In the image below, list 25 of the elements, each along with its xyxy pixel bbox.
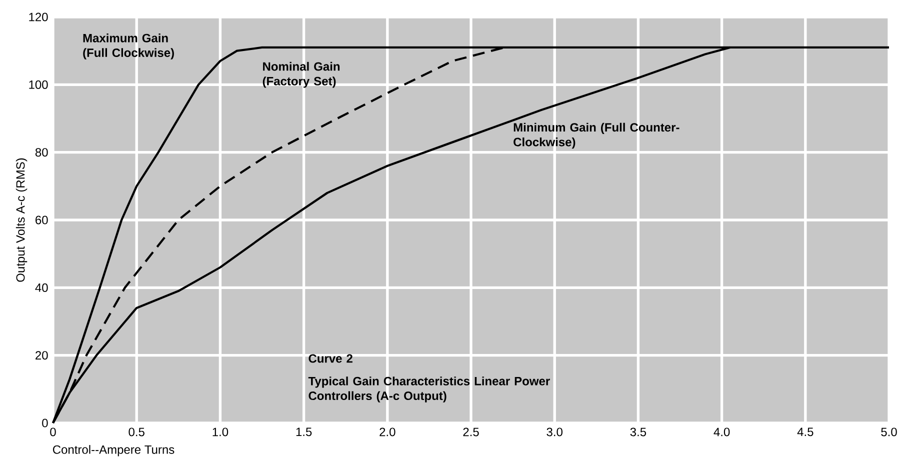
annotation: Typical Gain Characteristics Linear Power Controllers (A-c Output) (308, 376, 550, 402)
x-tick-label: 4.5 (797, 428, 814, 436)
y-tick-label: 20 (36, 351, 48, 360)
annotation: Curve 2 (308, 354, 352, 363)
x-tick-label: 3.5 (630, 428, 646, 436)
x-tick-label: 1.0 (212, 428, 228, 436)
y-tick-label: 0 (42, 418, 48, 428)
x-tick-label: 2.5 (463, 428, 479, 436)
y-tick-label: 120 (29, 12, 48, 22)
x-tick-label: 5.0 (881, 428, 897, 436)
x-tick-label: 4.0 (714, 428, 730, 436)
annotation: Maximum Gain (Full Clockwise) (83, 34, 174, 60)
x-tick-label: 1.5 (296, 428, 312, 436)
annotation: Minimum Gain (Full Counter-Clockwise) (514, 122, 680, 149)
y-tick-label: 80 (35, 148, 48, 157)
y-tick-label: 60 (36, 216, 48, 224)
y-tick-label: 100 (29, 80, 48, 89)
annotation: Nominal Gain (Factory Set) (262, 62, 340, 88)
x-tick-label: 2.0 (380, 428, 396, 436)
x-tick-label: 0 (50, 428, 56, 436)
x-axis-title: Control--Ampere Turns (52, 445, 174, 456)
x-tick-label: 0.5 (128, 428, 144, 436)
y-tick-label: 40 (35, 283, 48, 292)
y-axis-title: Output Volts A-c (RMS) (16, 158, 28, 282)
x-tick-label: 3.0 (546, 428, 562, 436)
